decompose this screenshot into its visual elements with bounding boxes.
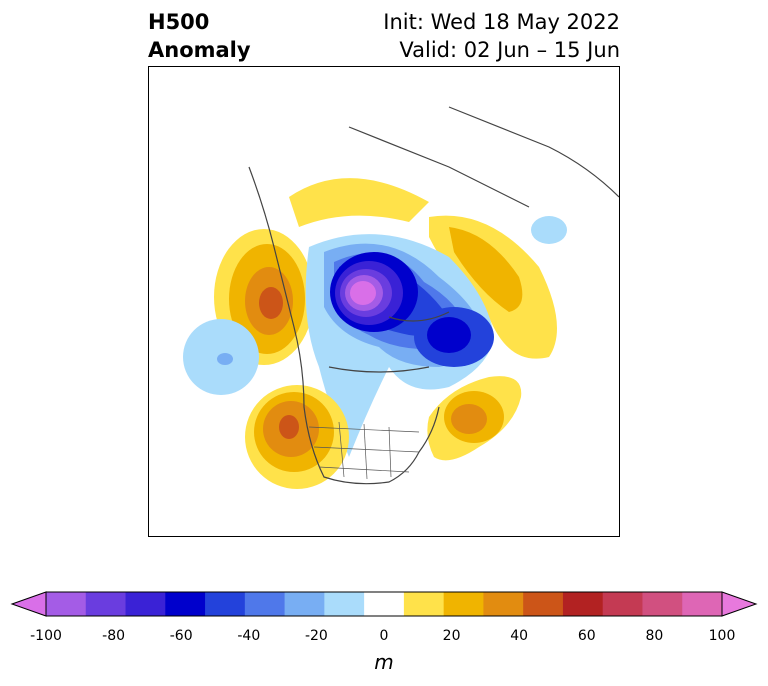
colorbar-bin [125,592,166,616]
colorbar-bin [324,592,365,616]
colorbar-tick-label: 60 [577,628,596,644]
colorbar-tick-label: -20 [304,628,328,644]
state-borders [308,421,420,480]
colorbar-tick-label: 40 [510,628,529,644]
anomaly-map [148,66,620,537]
colorbar-tick-label: 100 [708,628,736,644]
colorbar-bin [85,592,127,616]
north-atlantic-high [427,376,522,461]
colorbar-bin [682,592,723,616]
colorbar-arrow-low [10,591,47,617]
colorbar-bin [602,592,643,616]
title-line-2: Anomaly [148,38,251,62]
siberia-high [289,178,567,359]
north-pacific-low [183,319,259,395]
colorbar-bin [443,592,484,616]
title-line-1: H500 [148,10,210,34]
chart-title: H500 Anomaly [148,8,251,64]
date-info: Init: Wed 18 May 2022 Valid: 02 Jun – 15… [383,8,620,64]
colorbar-tick-label: 20 [442,628,461,644]
colorbar-tick-label: -80 [102,628,126,644]
colorbar-bin [244,592,286,616]
colorbar-bin [523,592,564,616]
colorbar-bin [562,592,604,616]
colorbar-tick-label: -40 [237,628,261,644]
colorbar-bin [364,592,405,616]
eastern-arctic-low [414,307,494,367]
init-date: Init: Wed 18 May 2022 [383,10,620,34]
colorbar-bin [642,592,683,616]
us-southwest-high [245,385,349,489]
colorbar-tick-label: -60 [169,628,193,644]
colorbar-tick-label: 80 [645,628,664,644]
colorbar-tick-label: 0 [379,628,389,644]
valid-range: Valid: 02 Jun – 15 Jun [399,38,620,62]
colorbar-bin [403,592,445,616]
colorbar-bin [284,592,325,616]
colorbar-outline [45,591,723,617]
map-canvas [183,106,619,489]
colorbar-bin [165,592,206,616]
colorbar-bin [46,592,87,616]
colorbar-tick-label: -100 [30,628,62,644]
colorbar-bin [483,592,524,616]
colorbar-arrow-high [721,591,758,617]
coastlines [248,106,619,485]
colorbar [10,591,758,617]
colorbar-unit: m [374,650,394,674]
colorbar-bin [205,592,246,616]
